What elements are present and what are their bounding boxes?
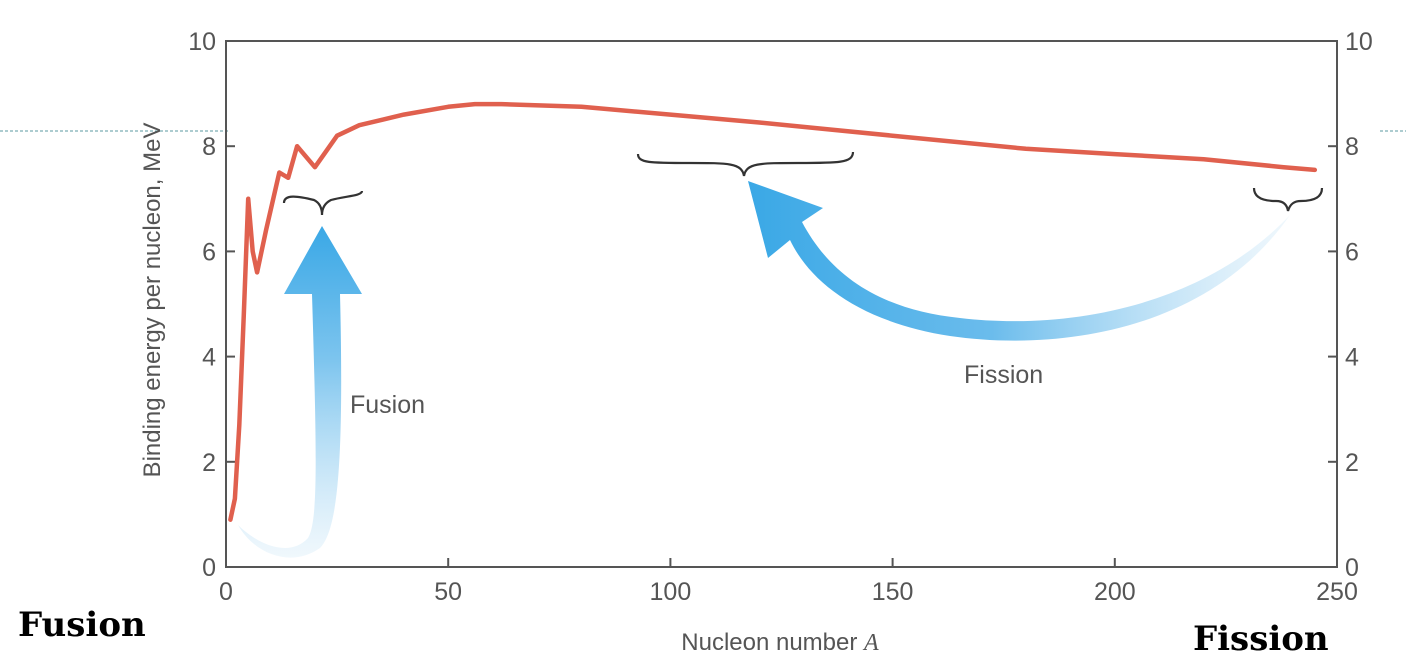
heavy-nuclei-bracket [1252,187,1324,212]
x-tick-label: 0 [219,578,233,606]
x-axis-title: Nucleon number A [681,629,879,656]
plot-frame [225,40,1338,568]
y-tick-label-left: 8 [202,133,216,161]
x-tick-label: 100 [650,578,692,606]
y-tick-label-left: 0 [202,554,216,582]
y-tick-label-right: 8 [1345,133,1359,161]
x-tick-label: 150 [872,578,914,606]
y-tick-label-right: 2 [1345,449,1359,477]
x-tick-label: 50 [434,578,462,606]
fusion-annotation: Fusion [350,391,425,419]
fusion-bracket [282,190,364,216]
fission-corner-label: Fission [1193,619,1329,659]
fission-annotation: Fission [964,361,1043,389]
fission-arrow [748,181,1290,341]
fusion-corner-label: Fusion [18,605,146,645]
x-tick-label: 200 [1094,578,1136,606]
y-tick-label-right: 0 [1345,554,1359,582]
y-axis-title: Binding energy per nucleon, MeV [139,123,166,478]
fusion-arrow [238,226,362,558]
y-tick-label-right: 6 [1345,238,1359,266]
y-tick-label-right: 10 [1345,28,1373,56]
y-tick-label-left: 4 [202,344,216,372]
y-tick-label-left: 2 [202,449,216,477]
y-tick-label-left: 10 [188,28,216,56]
x-tick-label: 250 [1316,578,1358,606]
y-tick-label-right: 4 [1345,344,1359,372]
fission-product-bracket [636,151,855,177]
y-tick-label-left: 6 [202,238,216,266]
binding-energy-curve [228,101,1318,522]
